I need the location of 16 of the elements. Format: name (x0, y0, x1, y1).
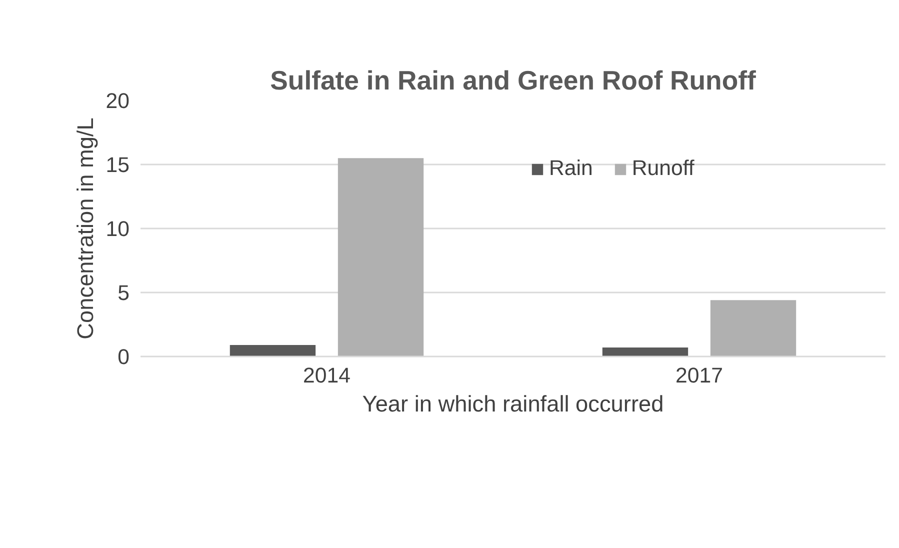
bar (602, 348, 688, 356)
y-tick-label: 20 (106, 89, 130, 113)
bar (230, 344, 316, 356)
legend-label: Runoff (632, 156, 694, 181)
x-axis-title: Year in which rainfall occurred (362, 390, 664, 416)
bar (338, 158, 424, 356)
x-tick-label: 2017 (676, 364, 723, 388)
y-tick-label: 10 (106, 217, 130, 241)
y-tick-label: 15 (106, 153, 130, 177)
bar (710, 300, 796, 356)
y-axis-title: Concentration in mg/L (72, 118, 98, 340)
chart-title: Sulfate in Rain and Green Roof Runoff (270, 66, 756, 96)
legend-label: Rain (549, 156, 593, 181)
y-tick-label: 0 (118, 345, 130, 369)
x-tick-label: 2014 (303, 364, 351, 388)
y-tick-label: 5 (118, 281, 130, 305)
